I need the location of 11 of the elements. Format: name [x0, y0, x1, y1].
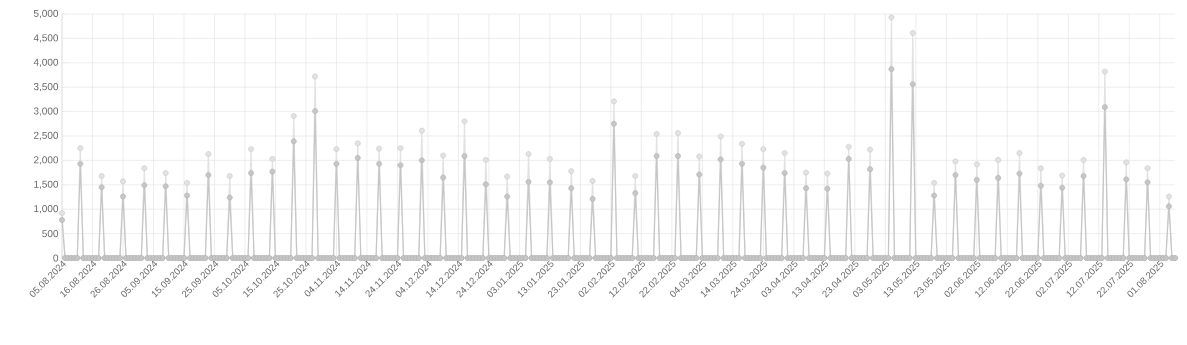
y-tick-label: 4,000 [33, 58, 59, 67]
y-tick-label: 3,000 [33, 107, 59, 116]
y-tick-label: 2,000 [33, 156, 59, 165]
y-tick-label: 5,000 [33, 9, 59, 19]
y-tick-label: 3,500 [33, 83, 59, 92]
y-tick-label: 0 [53, 254, 59, 262]
y-tick-label: 1,500 [34, 180, 59, 189]
y-tick-label: 1,000 [34, 205, 59, 214]
y-tick-label: 500 [42, 230, 59, 238]
y-tick-label: 2,500 [33, 131, 59, 141]
y-tick-label: 4,500 [33, 34, 59, 43]
